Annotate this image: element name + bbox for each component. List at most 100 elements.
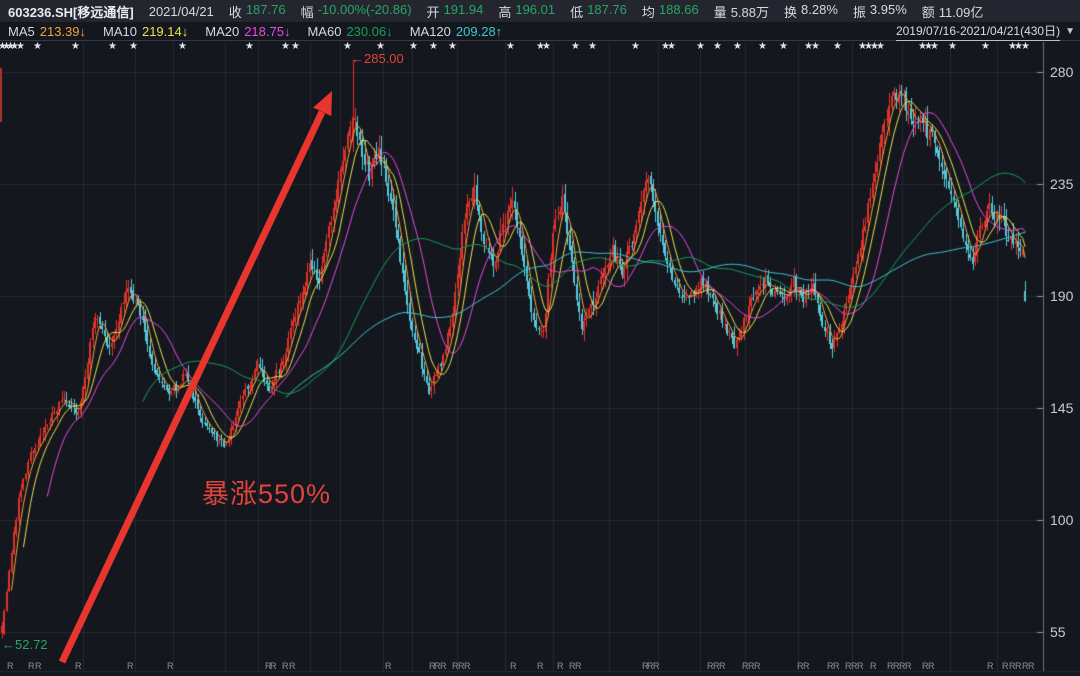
event-star-icon[interactable]: ★ <box>779 41 788 52</box>
event-star-icon[interactable]: ★ <box>864 41 873 52</box>
surge-annotation-text: 暴涨550% <box>202 479 332 509</box>
r-event-marker: R <box>845 661 852 671</box>
date-range-control[interactable]: 2019/07/16-2021/04/21(430日) ▼ <box>895 22 1075 41</box>
event-star-icon[interactable]: ★ <box>876 41 885 52</box>
r-event-marker: R <box>748 661 755 671</box>
r-event-marker: R <box>922 661 929 671</box>
r-event-marker: R <box>742 661 749 671</box>
r-event-marker: R <box>827 661 834 671</box>
event-star-icon[interactable]: ★ <box>733 41 742 52</box>
r-event-marker: R <box>803 661 810 671</box>
r-event-marker: R <box>440 661 447 671</box>
event-star-icon[interactable]: ★ <box>343 41 352 52</box>
event-star-icon[interactable]: ★ <box>804 41 813 52</box>
event-star-icon[interactable]: ★ <box>833 41 842 52</box>
event-star-icon[interactable]: ★ <box>918 41 927 52</box>
event-star-icon[interactable]: ★ <box>506 41 515 52</box>
event-star-icon[interactable]: ★ <box>981 41 990 52</box>
r-event-marker: R <box>754 661 761 671</box>
r-event-marker: R <box>569 661 576 671</box>
r-event-marker: R <box>713 661 720 671</box>
event-star-icon[interactable]: ★ <box>129 41 138 52</box>
event-star-icon[interactable]: ★ <box>16 41 25 52</box>
r-event-marker: R <box>458 661 465 671</box>
r-event-marker: R <box>167 661 174 671</box>
event-star-icon[interactable]: ★ <box>429 41 438 52</box>
quote-field: 换 8.28% <box>784 1 838 20</box>
event-star-icon[interactable]: ★ <box>409 41 418 52</box>
r-event-marker: R <box>575 661 582 671</box>
r-event-marker: R <box>265 661 272 671</box>
event-star-icon[interactable]: ★ <box>1008 41 1017 52</box>
r-event-marker: R <box>510 661 517 671</box>
r-event-marker: R <box>851 661 858 671</box>
ma-legend-item: MA120 209.28↑ <box>409 23 503 39</box>
event-star-icon[interactable]: ★ <box>2 41 11 52</box>
event-star-icon[interactable]: ★ <box>588 41 597 52</box>
event-star-icon[interactable]: ★ <box>930 41 939 52</box>
event-star-icon[interactable]: ★ <box>0 41 7 52</box>
low-price-label: ←52.72 <box>2 637 48 652</box>
event-star-icon[interactable]: ★ <box>948 41 957 52</box>
quote-field: 开 191.94 <box>426 1 484 20</box>
event-star-icon[interactable]: ★ <box>858 41 867 52</box>
event-star-icon[interactable]: ★ <box>108 41 117 52</box>
r-event-marker: R <box>127 661 134 671</box>
event-star-icon[interactable]: ★ <box>571 41 580 52</box>
event-star-icon[interactable]: ★ <box>661 41 670 52</box>
r-event-marker: R <box>647 661 654 671</box>
event-star-icon[interactable]: ★ <box>758 41 767 52</box>
r-event-marker: R <box>464 661 471 671</box>
event-star-icon[interactable]: ★ <box>281 41 290 52</box>
event-star-icon[interactable]: ★ <box>870 41 879 52</box>
dropdown-arrow-icon[interactable]: ▼ <box>1065 26 1075 37</box>
event-star-icon[interactable]: ★ <box>1014 41 1023 52</box>
event-star-icon[interactable]: ★ <box>178 41 187 52</box>
r-event-marker: R <box>557 661 564 671</box>
event-star-icon[interactable]: ★ <box>376 41 385 52</box>
quote-fields: 收 187.76 幅 -10.00%(-20.86) 开 191.94 高 196.01 低 18… <box>229 2 984 21</box>
r-event-marker: R <box>289 661 296 671</box>
event-star-icon[interactable]: ★ <box>667 41 676 52</box>
event-star-icon[interactable]: ★ <box>696 41 705 52</box>
r-event-marker: R <box>75 661 82 671</box>
r-event-marker: R <box>987 661 994 671</box>
event-star-icon[interactable]: ★ <box>924 41 933 52</box>
event-star-icon[interactable]: ★ <box>542 41 551 52</box>
event-star-icon[interactable]: ★ <box>811 41 820 52</box>
r-event-marker: R <box>385 661 392 671</box>
r-event-marker: R <box>1022 661 1029 671</box>
r-event-marker: R <box>642 661 649 671</box>
event-star-icon[interactable]: ★ <box>291 41 300 52</box>
event-star-icon[interactable]: ★ <box>6 41 15 52</box>
event-star-icon[interactable]: ★ <box>631 41 640 52</box>
r-event-marker: R <box>1028 661 1035 671</box>
r-event-marker: R <box>282 661 289 671</box>
event-star-icon[interactable]: ★ <box>71 41 80 52</box>
event-star-icon[interactable]: ★ <box>245 41 254 52</box>
quote-date: 2021/04/21 <box>148 3 214 19</box>
stock-code: 603236.SH[移远通信] <box>8 4 134 20</box>
r-event-marker: R <box>797 661 804 671</box>
event-star-icon[interactable]: ★ <box>33 41 42 52</box>
event-star-icon[interactable]: ★ <box>713 41 722 52</box>
event-star-icon[interactable]: ★ <box>10 41 19 52</box>
r-event-marker: R <box>833 661 840 671</box>
r-event-marker: R <box>905 661 912 671</box>
event-star-icon[interactable]: ★ <box>448 41 457 52</box>
ma-legend-item: MA20 218.75↓ <box>205 23 291 39</box>
date-range-label[interactable]: 2019/07/16-2021/04/21(430日) <box>895 22 1061 41</box>
ma-indicator-bar: MA5 213.39↓ MA10 219.14↓ MA20 218.75↓ MA60 230.… <box>0 22 1080 41</box>
r-event-marker: R <box>857 661 864 671</box>
event-star-icon[interactable]: ★ <box>536 41 545 52</box>
r-event-marker: R <box>537 661 544 671</box>
r-event-marker: R <box>928 661 935 671</box>
event-star-icon[interactable]: ★ <box>1021 41 1030 52</box>
r-event-marker: R <box>707 661 714 671</box>
r-event-marker: R <box>28 661 35 671</box>
quote-field: 量 5.88万 <box>713 4 769 20</box>
r-event-marker: R <box>1015 661 1022 671</box>
